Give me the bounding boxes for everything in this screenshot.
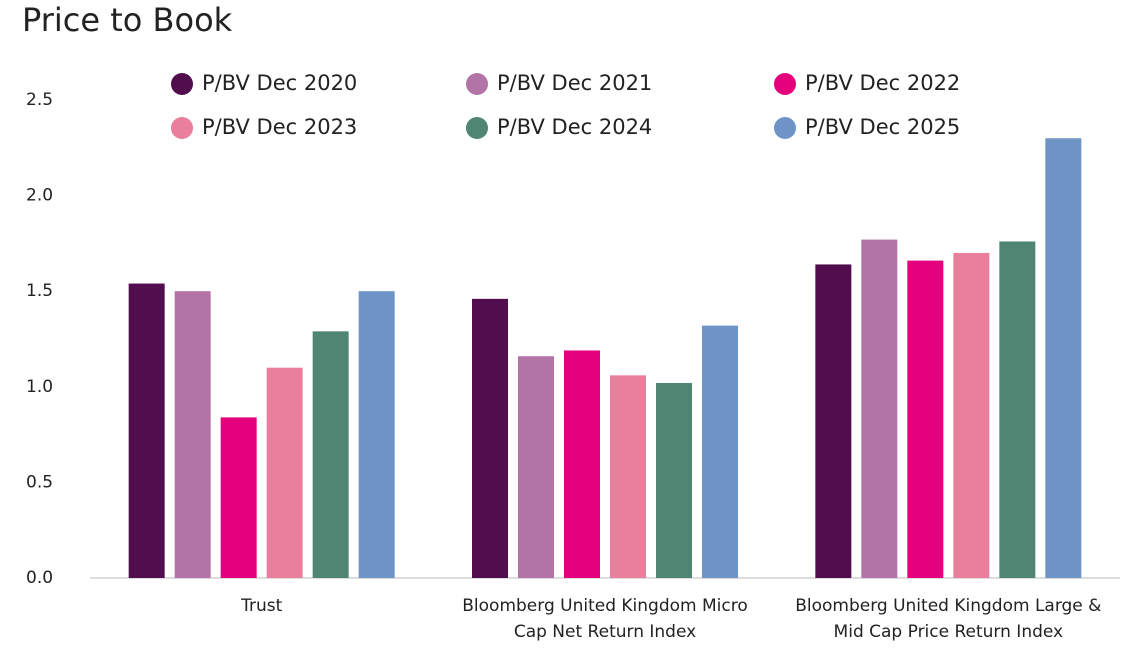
legend-marker bbox=[171, 117, 193, 139]
legend-label: P/BV Dec 2022 bbox=[805, 71, 960, 95]
bar bbox=[702, 325, 738, 578]
legend-marker bbox=[774, 73, 796, 95]
bar bbox=[861, 239, 898, 579]
legend-label: P/BV Dec 2024 bbox=[497, 115, 652, 139]
x-tick-label: Bloomberg United Kingdom Large & Mid Cap… bbox=[795, 596, 1102, 642]
legend-label: P/BV Dec 2025 bbox=[805, 115, 960, 139]
bar bbox=[564, 350, 600, 578]
y-tick-label: 1.0 bbox=[26, 377, 53, 397]
bar bbox=[128, 283, 165, 578]
bar bbox=[220, 417, 257, 578]
bar bbox=[999, 241, 1036, 578]
y-tick-label: 0.0 bbox=[26, 568, 53, 588]
bar bbox=[953, 252, 990, 578]
bar bbox=[610, 375, 646, 578]
y-tick-label: 2.0 bbox=[26, 186, 53, 206]
legend-label: P/BV Dec 2021 bbox=[497, 71, 652, 95]
y-tick-label: 1.5 bbox=[26, 281, 53, 301]
x-tick-label: Bloomberg United Kingdom Micro Cap Net R… bbox=[462, 596, 748, 642]
bar bbox=[266, 367, 303, 578]
x-tick-label: Trust bbox=[241, 596, 283, 616]
legend-marker bbox=[466, 117, 488, 139]
chart-title: Price to Book bbox=[22, 1, 233, 39]
legend-label: P/BV Dec 2020 bbox=[202, 71, 357, 95]
bar bbox=[472, 298, 508, 578]
bar bbox=[312, 331, 349, 578]
bar bbox=[656, 382, 692, 578]
bar bbox=[174, 291, 211, 578]
legend-marker bbox=[466, 73, 488, 95]
bar bbox=[815, 264, 852, 578]
bar bbox=[1045, 138, 1082, 579]
legend-label: P/BV Dec 2023 bbox=[202, 115, 357, 139]
legend-marker bbox=[171, 73, 193, 95]
legend-marker bbox=[774, 117, 796, 139]
bar bbox=[358, 291, 395, 578]
bar bbox=[907, 260, 944, 578]
y-tick-label: 2.5 bbox=[26, 90, 53, 110]
y-tick-label: 0.5 bbox=[26, 472, 53, 492]
bar bbox=[518, 356, 554, 578]
